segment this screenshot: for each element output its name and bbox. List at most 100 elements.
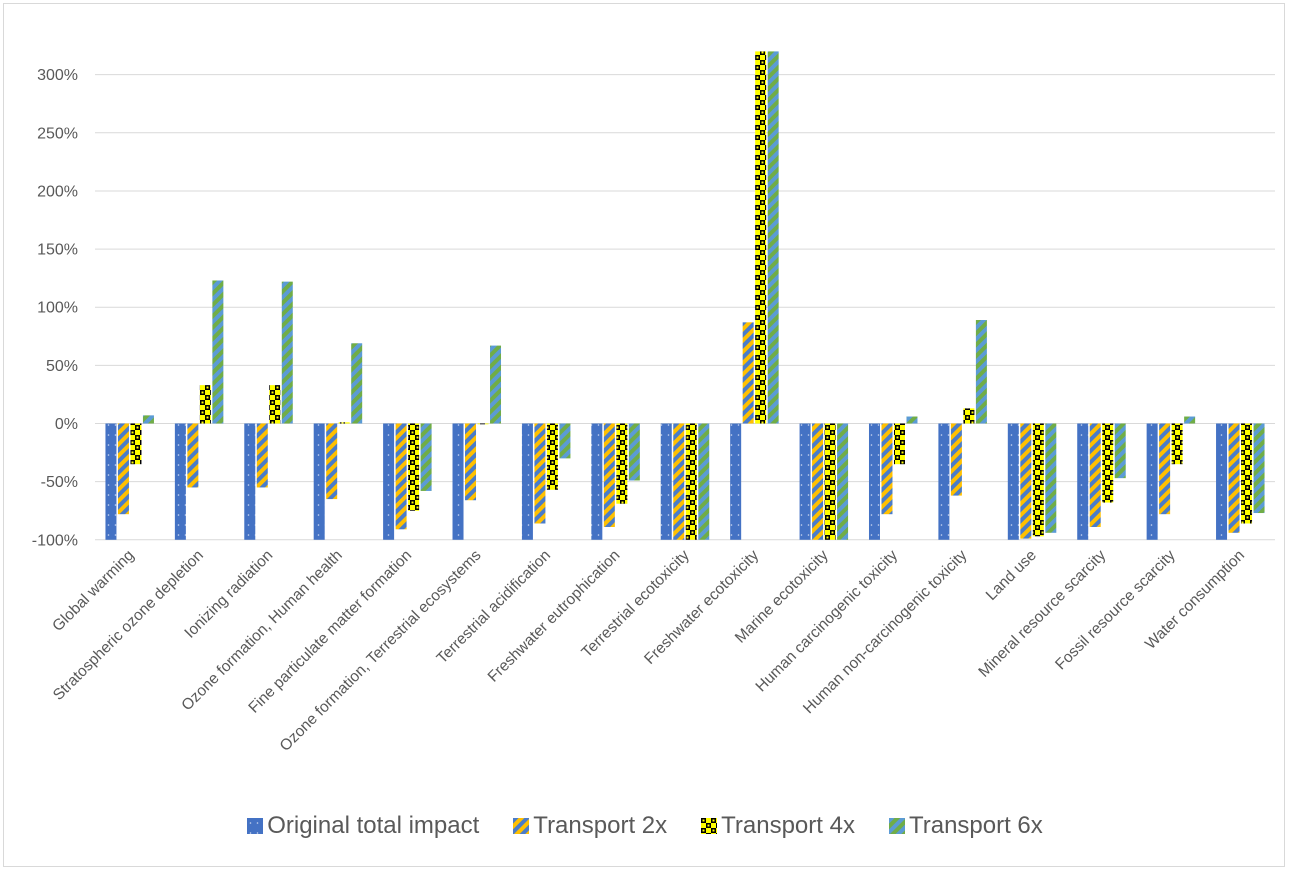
bar-transport-2x-12 [881,423,893,515]
x-tick-label: Land use [983,547,1040,604]
y-tick-label: 50% [46,358,78,375]
bar-transport-2x-16 [1159,423,1171,515]
bar-original-total-impact-2 [174,423,186,540]
bar-transport-4x-9 [685,423,697,540]
bar-transport-2x-7 [534,423,546,524]
bar-transport-6x-5 [420,423,432,491]
bar-transport-6x-7 [559,423,571,459]
legend-label: Transport 4x [721,812,855,839]
bar-transport-6x-8 [628,423,640,481]
legend-item: Transport 4x [701,812,855,840]
y-tick-label: -100% [32,532,78,549]
legend-label: Transport 2x [533,812,668,839]
bar-transport-4x-8 [616,423,628,504]
bar-original-total-impact-11 [799,423,811,540]
x-tick-label: Freshwater eutrophication [485,547,624,686]
bar-transport-2x-9 [673,423,685,540]
bars [105,51,1265,540]
y-tick-label: 300% [37,67,78,84]
bar-transport-6x-12 [906,416,918,424]
x-tick-label: Stratospheric ozone depletion [50,547,207,704]
legend-swatch [247,818,264,834]
y-tick-label: 250% [37,125,78,142]
chart-frame [3,3,1285,867]
bar-transport-2x-1 [117,423,129,515]
bar-transport-2x-10 [742,322,754,424]
bar-original-total-impact-4 [313,423,325,540]
y-tick-label: 150% [37,242,78,259]
chart-plot: -100% -50% 0% 50% 100% 150% 200% 250% 300% Globa… [32,51,1275,755]
legend-item: Transport 6x [888,812,1043,840]
bar-transport-6x-3 [281,281,293,424]
y-tick-label: 200% [37,183,78,200]
y-tick-label: 0% [55,416,78,433]
legend-item: Transport 2x [513,812,667,840]
bar-transport-6x-1 [142,415,154,424]
bar-original-total-impact-15 [1077,423,1089,540]
legend-swatch [888,818,905,834]
bar-transport-4x-6 [477,423,489,425]
bar-transport-4x-4 [338,422,350,424]
bar-original-total-impact-8 [591,423,603,540]
bar-transport-2x-11 [812,423,824,540]
bar-original-total-impact-14 [1007,423,1019,540]
bar-transport-4x-2 [199,385,211,424]
bar-transport-4x-14 [1032,423,1044,537]
bar-transport-6x-11 [837,423,849,540]
legend-label: Transport 6x [908,812,1043,839]
bar-transport-6x-10 [767,51,779,424]
bar-transport-4x-5 [408,423,420,511]
bar-transport-2x-15 [1089,423,1101,527]
bar-transport-6x-16 [1184,416,1196,424]
bar-original-total-impact-16 [1146,423,1158,540]
bar-original-total-impact-10 [730,423,742,540]
bar-original-total-impact-12 [868,423,880,540]
bar-transport-2x-3 [256,423,268,488]
bar-transport-6x-15 [1114,423,1126,479]
bar-transport-4x-10 [755,51,767,424]
bar-transport-4x-15 [1102,423,1114,503]
x-tick-label: Mineral resource scarcity [975,547,1109,681]
bar-transport-4x-12 [893,423,905,465]
x-tick-label: Human carcinogenic toxicity [753,547,902,696]
y-tick-label: -50% [41,474,78,491]
bar-transport-4x-1 [130,423,142,465]
bar-transport-2x-13 [950,423,962,496]
bar-transport-4x-3 [269,385,281,424]
bar-transport-6x-17 [1253,423,1265,514]
bar-original-total-impact-13 [938,423,950,540]
bar-transport-6x-9 [698,423,710,540]
bar-transport-2x-5 [395,423,407,530]
bar-original-total-impact-6 [452,423,464,540]
bar-transport-6x-2 [212,280,224,424]
bar-transport-4x-11 [824,423,836,540]
x-tick-label: Fossil resource scarcity [1052,547,1179,674]
bar-original-total-impact-7 [521,423,533,540]
bar-original-total-impact-1 [105,423,117,540]
bar-transport-2x-2 [187,423,199,488]
bar-original-total-impact-3 [244,423,256,540]
bar-original-total-impact-9 [660,423,672,540]
legend-swatch [701,818,718,834]
bar-transport-4x-7 [546,423,558,490]
bar-transport-2x-17 [1228,423,1240,533]
legend-swatch [513,818,530,834]
legend: Original total impact Transport 2x Transpo… [0,812,1290,840]
bar-transport-4x-13 [963,408,975,424]
bar-transport-6x-6 [490,345,502,424]
legend-item: Original total impact [247,812,479,840]
bar-transport-2x-6 [465,423,477,501]
y-tick-label: 100% [37,300,78,317]
legend-label: Original total impact [267,812,480,839]
x-tick-label: Terrestrial acidification [434,547,554,667]
bar-transport-2x-8 [603,423,615,527]
x-tick-label: Freshwater ecotoxicity [641,547,762,668]
bar-transport-2x-14 [1020,423,1032,539]
y-axis: -100% -50% 0% 50% 100% 150% 200% 250% 300% [32,67,78,549]
bar-transport-4x-16 [1171,423,1183,465]
bar-transport-6x-13 [975,320,987,424]
bar-original-total-impact-5 [383,423,395,540]
bar-transport-4x-17 [1241,423,1253,524]
bar-transport-2x-4 [326,423,338,500]
